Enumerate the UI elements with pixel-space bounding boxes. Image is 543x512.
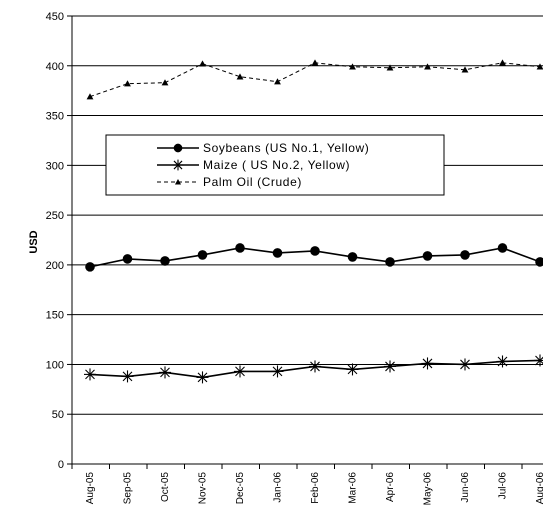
data-point [197, 250, 208, 260]
series-2 [86, 59, 543, 100]
y-tick-label: 250 [46, 210, 64, 222]
x-axis-ticks: Aug-05 Sep-05 Oct-05 Nov-05 Dec-05 Jan-06 Feb-… [71, 464, 543, 506]
data-point [196, 371, 209, 384]
gridlines [72, 15, 543, 415]
y-axis-label: USD [28, 230, 40, 253]
legend-item: Soybeans (US No.1, Yellow) [157, 141, 369, 155]
data-point [536, 63, 543, 70]
data-point [84, 368, 96, 381]
x-tick-label: Jan-06 [273, 472, 284, 503]
x-tick-label: Sep-05 [123, 472, 134, 505]
y-tick-label: 450 [46, 11, 64, 23]
data-point [174, 178, 182, 185]
legend: Soybeans (US No.1, Yellow) Maize ( US No.… [105, 134, 445, 196]
x-tick-label: Feb-06 [310, 472, 321, 504]
series-line [89, 62, 541, 98]
data-point [86, 93, 94, 100]
series-1 [84, 354, 543, 384]
y-tick-label: 150 [46, 310, 64, 322]
x-tick-label: Dec-05 [235, 472, 246, 505]
data-point [271, 365, 284, 378]
data-point [346, 363, 359, 376]
data-point [460, 250, 470, 260]
data-point [274, 78, 281, 85]
x-tick-label: Apr-06 [385, 472, 396, 502]
data-point [311, 59, 319, 66]
data-point [386, 64, 394, 71]
data-point [385, 257, 395, 267]
legend-item: Maize ( US No.2, Yellow) [157, 158, 350, 172]
data-point [172, 159, 184, 171]
legend-label: Maize ( US No.2, Yellow) [203, 158, 350, 172]
x-tick-label: May-06 [423, 472, 434, 506]
x-tick-label: Jun-06 [460, 472, 471, 503]
data-point [122, 254, 133, 264]
data-point [459, 358, 471, 371]
series-layer [84, 59, 543, 384]
x-tick-label: Jul-06 [498, 472, 509, 500]
y-tick-label: 0 [58, 459, 64, 471]
axes [71, 16, 543, 465]
y-tick-label: 100 [46, 359, 64, 371]
x-tick-label: Nov-05 [198, 472, 209, 505]
data-point [497, 243, 508, 253]
data-point [199, 60, 206, 67]
data-point [159, 366, 171, 379]
legend-label: Palm Oil (Crude) [203, 175, 302, 189]
data-point [160, 256, 170, 266]
y-axis-ticks: 0 50 100 150 200 250 300 350 400 450 [46, 11, 72, 471]
data-point [384, 360, 396, 373]
data-point [349, 63, 356, 70]
data-point [424, 63, 431, 70]
data-point [310, 246, 320, 256]
x-tick-label: Oct-05 [160, 472, 171, 502]
y-tick-label: 300 [46, 160, 64, 172]
series-0 [85, 243, 543, 272]
x-tick-label: Aug-06 [535, 472, 543, 505]
data-point [234, 365, 246, 378]
data-point [534, 354, 543, 367]
data-point [121, 370, 134, 383]
legend-item: Palm Oil (Crude) [157, 175, 302, 189]
data-point [535, 257, 543, 267]
data-point [173, 143, 183, 153]
data-point [161, 79, 169, 86]
data-point [347, 252, 358, 262]
data-point [85, 262, 95, 272]
data-point [235, 243, 245, 253]
data-point [236, 73, 244, 80]
y-tick-label: 200 [46, 260, 64, 272]
data-point [496, 355, 509, 368]
x-tick-label: Aug-05 [85, 472, 96, 505]
y-tick-label: 400 [46, 61, 64, 73]
legend-label: Soybeans (US No.1, Yellow) [203, 141, 369, 155]
y-tick-label: 50 [52, 409, 64, 421]
x-tick-label: Mar-06 [348, 472, 359, 504]
y-tick-label: 350 [46, 111, 64, 123]
data-point [272, 248, 283, 258]
data-point [124, 80, 131, 87]
data-point [461, 66, 469, 73]
data-point [499, 59, 506, 66]
data-point [421, 357, 434, 370]
data-point [309, 360, 321, 373]
data-point [422, 251, 433, 261]
